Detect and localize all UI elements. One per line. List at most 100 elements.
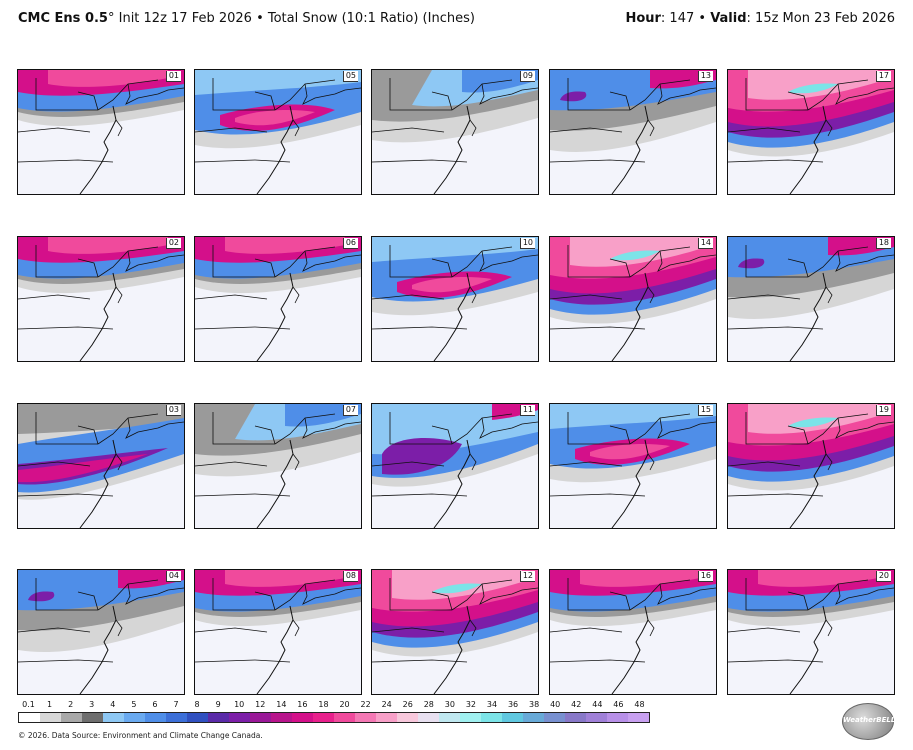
member-number: 10 xyxy=(519,238,535,249)
scale-bar xyxy=(18,712,650,723)
product-name: Total Snow (10:1 Ratio) (Inches) xyxy=(267,11,475,26)
scale-label: 32 xyxy=(465,700,477,709)
scale-label: 22 xyxy=(360,700,371,709)
member-number: 14 xyxy=(697,238,713,249)
scale-label: 5 xyxy=(131,700,137,709)
scale-swatch xyxy=(229,713,250,722)
scale-swatch xyxy=(439,713,460,722)
member-number: 06 xyxy=(342,238,358,249)
member-number: 16 xyxy=(697,571,713,582)
scale-label: 42 xyxy=(571,700,582,709)
member-panel-07: 07 xyxy=(194,403,362,529)
snowfall-map xyxy=(728,570,894,694)
member-panel-11: 11 xyxy=(371,403,539,529)
scale-label: 12 xyxy=(255,700,266,709)
member-panel-03: 03 xyxy=(17,403,185,529)
member-panel-20: 20 xyxy=(727,569,895,695)
chart-header-right: Hour: 147 • Valid: 15z Mon 23 Feb 2026 xyxy=(625,11,895,26)
snowfall-map xyxy=(195,237,361,361)
scale-label: 0.1 xyxy=(22,700,35,709)
snowfall-map xyxy=(372,237,538,361)
scale-swatch xyxy=(19,713,40,722)
snowfall-map xyxy=(18,70,184,194)
scale-swatch xyxy=(418,713,439,722)
scale-swatch xyxy=(523,713,544,722)
scale-label: 46 xyxy=(613,700,624,709)
scale-label: 38 xyxy=(529,700,540,709)
snowfall-map xyxy=(728,237,894,361)
snowfall-map xyxy=(728,404,894,528)
member-panel-13: 13 xyxy=(549,69,717,195)
scale-swatch xyxy=(460,713,481,722)
valid-label: Valid xyxy=(710,11,747,26)
scale-swatch xyxy=(145,713,166,722)
snowfall-map xyxy=(372,404,538,528)
scale-swatch xyxy=(502,713,523,722)
scale-swatch xyxy=(355,713,376,722)
scale-swatch xyxy=(565,713,586,722)
snowfall-map xyxy=(550,570,716,694)
scale-swatch xyxy=(313,713,334,722)
snowfall-map xyxy=(372,70,538,194)
scale-swatch xyxy=(61,713,82,722)
scale-label: 16 xyxy=(297,700,308,709)
snowfall-map xyxy=(18,404,184,528)
member-number: 12 xyxy=(519,571,535,582)
member-panel-01: 01 xyxy=(17,69,185,195)
scale-swatch xyxy=(40,713,61,722)
scale-label: 26 xyxy=(402,700,413,709)
snowfall-map xyxy=(195,70,361,194)
member-number: 09 xyxy=(519,71,535,82)
hour-value: : 147 • xyxy=(660,11,711,26)
scale-label: 9 xyxy=(215,700,221,709)
scale-label: 4 xyxy=(110,700,116,709)
scale-swatch xyxy=(124,713,145,722)
snowfall-map xyxy=(195,404,361,528)
scale-swatch xyxy=(250,713,271,722)
member-panel-02: 02 xyxy=(17,236,185,362)
scale-label: 36 xyxy=(507,700,519,709)
scale-label: 24 xyxy=(381,700,392,709)
member-number: 20 xyxy=(875,571,891,582)
scale-label: 1 xyxy=(47,700,53,709)
member-number: 07 xyxy=(342,405,358,416)
member-panel-09: 09 xyxy=(371,69,539,195)
scale-label: 18 xyxy=(318,700,329,709)
member-panel-19: 19 xyxy=(727,403,895,529)
snowfall-map xyxy=(550,237,716,361)
member-panel-18: 18 xyxy=(727,236,895,362)
member-number: 18 xyxy=(875,238,891,249)
member-panel-10: 10 xyxy=(371,236,539,362)
scale-label: 7 xyxy=(173,700,179,709)
member-number: 19 xyxy=(875,405,891,416)
scale-swatch xyxy=(82,713,103,722)
snowfall-map xyxy=(372,570,538,694)
scale-swatch xyxy=(376,713,397,722)
valid-value: : 15z Mon 23 Feb 2026 xyxy=(746,11,895,26)
weatherbell-logo: WeatherBELL xyxy=(842,703,895,740)
member-number: 05 xyxy=(342,71,358,82)
member-number: 03 xyxy=(165,405,181,416)
scale-label: 14 xyxy=(276,700,287,709)
member-number: 15 xyxy=(697,405,713,416)
snowfall-map xyxy=(550,404,716,528)
scale-label: 48 xyxy=(634,700,645,709)
member-number: 13 xyxy=(697,71,713,82)
scale-swatch xyxy=(187,713,208,722)
member-panel-04: 04 xyxy=(17,569,185,695)
scale-label: 8 xyxy=(194,700,200,709)
scale-label: 6 xyxy=(152,700,158,709)
scale-labels: 0.1 1 2 3 4 5 6 7 8 9 10 12 14 16 18 20 22 24 26 28 30 32 34 36… xyxy=(18,700,650,712)
scale-label: 40 xyxy=(550,700,561,709)
scale-swatch xyxy=(166,713,187,722)
scale-swatch xyxy=(292,713,313,722)
scale-swatch xyxy=(586,713,607,722)
model-name: CMC Ens 0.5 xyxy=(18,11,108,26)
scale-label: 2 xyxy=(68,700,74,709)
member-panel-17: 17 xyxy=(727,69,895,195)
scale-swatch xyxy=(271,713,292,722)
scale-label: 30 xyxy=(444,700,455,709)
member-number: 04 xyxy=(165,571,181,582)
member-panel-16: 16 xyxy=(549,569,717,695)
member-number: 17 xyxy=(875,71,891,82)
